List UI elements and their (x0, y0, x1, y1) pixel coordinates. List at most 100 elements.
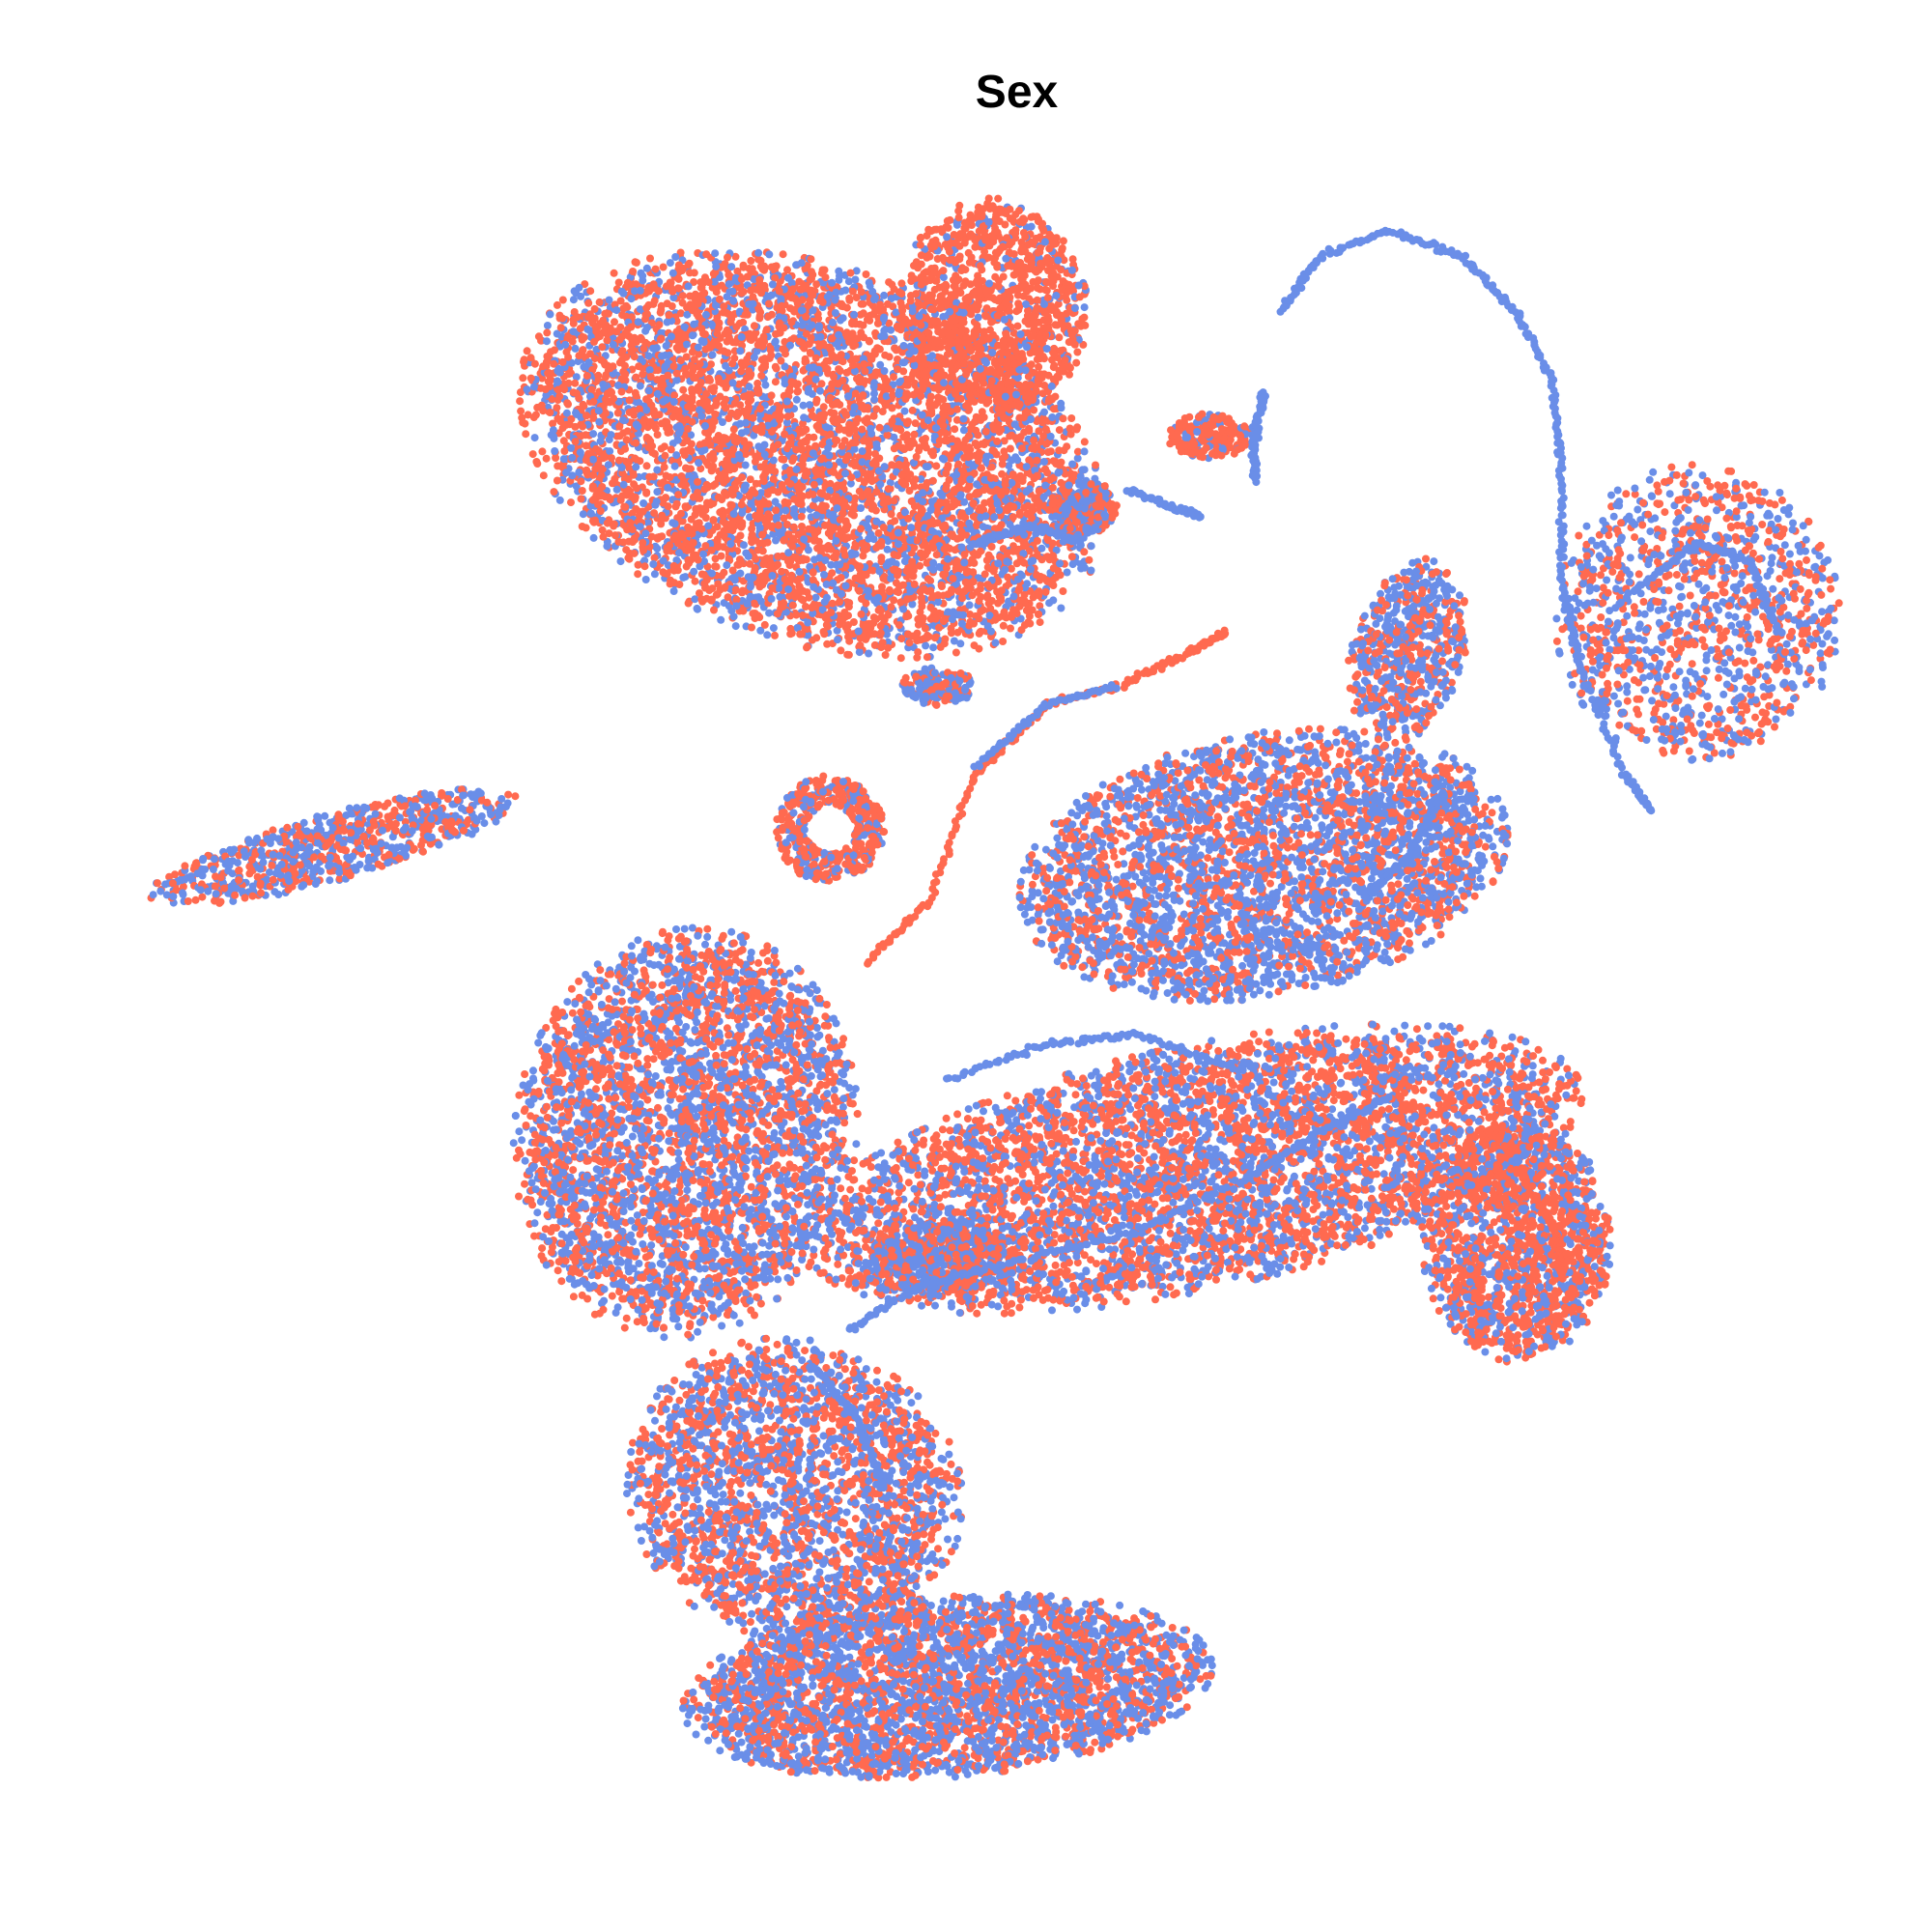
data-point (1041, 482, 1049, 490)
data-point (770, 624, 778, 632)
data-point (911, 431, 919, 439)
data-point (710, 607, 718, 614)
data-point (784, 585, 792, 593)
data-point (723, 476, 730, 484)
data-point (543, 455, 551, 463)
data-point (730, 612, 738, 620)
data-point (966, 507, 974, 515)
data-point (588, 385, 596, 393)
data-point (611, 270, 618, 277)
data-point (799, 296, 807, 303)
data-point (767, 346, 775, 354)
data-point (944, 609, 952, 616)
data-point (942, 507, 950, 515)
data-point (826, 344, 834, 352)
data-point (977, 581, 984, 588)
data-point (1004, 574, 1011, 582)
data-point (747, 475, 754, 483)
data-point (643, 462, 651, 469)
data-point (670, 587, 678, 595)
data-point (864, 404, 871, 412)
data-point (643, 265, 651, 272)
data-point (771, 339, 779, 347)
data-point (929, 566, 937, 574)
data-point (740, 393, 748, 401)
data-point (679, 386, 687, 394)
data-point (580, 401, 587, 409)
data-point (556, 497, 564, 504)
data-point (758, 531, 766, 539)
data-point (802, 472, 810, 480)
data-point (642, 489, 650, 497)
data-point (557, 324, 565, 331)
data-point (866, 279, 873, 287)
data-point (560, 447, 568, 455)
data-point (631, 455, 639, 463)
data-point (1080, 548, 1088, 555)
data-point (838, 590, 845, 598)
data-point (623, 526, 631, 533)
data-point (859, 447, 867, 455)
data-point (1034, 537, 1041, 545)
data-point (1060, 414, 1067, 422)
data-point (670, 398, 678, 406)
data-point (781, 350, 789, 357)
data-point (761, 355, 769, 362)
data-point (887, 327, 895, 334)
data-point (733, 602, 741, 610)
data-point (907, 524, 915, 531)
data-point (706, 377, 714, 384)
data-point (573, 389, 581, 397)
data-point (807, 350, 814, 357)
data-point (1001, 609, 1009, 616)
data-point (675, 275, 683, 283)
data-point (890, 373, 897, 381)
data-point (1030, 443, 1037, 451)
data-point (1043, 469, 1051, 476)
data-point (808, 255, 815, 263)
data-point (770, 475, 778, 483)
data-point (639, 499, 647, 507)
data-point (953, 406, 961, 413)
data-point (995, 506, 1003, 514)
data-point (1017, 495, 1025, 502)
data-point (596, 298, 604, 306)
data-point (635, 362, 642, 370)
data-point (722, 526, 729, 534)
data-point (833, 418, 840, 426)
data-point (828, 279, 836, 287)
data-point (650, 509, 658, 517)
data-point (980, 523, 987, 530)
data-point (815, 343, 823, 351)
data-point (754, 611, 762, 619)
data-point (973, 480, 980, 488)
data-point (738, 333, 746, 341)
data-point (682, 502, 690, 510)
data-point (731, 484, 739, 492)
data-point (961, 551, 969, 558)
data-point (696, 370, 704, 378)
data-point (878, 613, 886, 621)
data-point (570, 296, 578, 303)
data-point (790, 524, 798, 531)
data-point (941, 639, 949, 647)
data-point (708, 584, 716, 592)
data-point (701, 504, 709, 512)
data-point (600, 358, 608, 366)
data-point (794, 388, 802, 396)
data-point (788, 630, 796, 638)
data-point (538, 447, 546, 455)
data-point (958, 620, 966, 628)
data-point (1055, 469, 1063, 476)
data-point (527, 375, 535, 383)
data-point (913, 453, 921, 461)
data-point (554, 301, 561, 309)
data-point (530, 413, 538, 421)
data-point (786, 387, 794, 395)
data-point (955, 611, 963, 619)
data-point (887, 558, 895, 566)
data-point (772, 378, 780, 385)
data-point (544, 322, 552, 329)
data-point (667, 259, 674, 267)
data-point (1067, 414, 1075, 422)
